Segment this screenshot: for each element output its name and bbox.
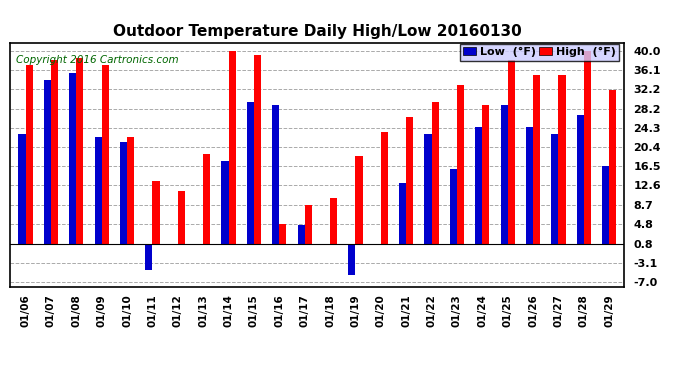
Bar bbox=[348, 243, 355, 274]
Legend: Low  (°F), High  (°F): Low (°F), High (°F) bbox=[460, 44, 619, 60]
Title: Outdoor Temperature Daily High/Low 20160130: Outdoor Temperature Daily High/Low 20160… bbox=[113, 24, 522, 39]
Bar bbox=[204, 154, 210, 243]
Bar bbox=[120, 142, 127, 243]
Bar bbox=[95, 136, 101, 243]
Bar bbox=[602, 166, 609, 243]
Bar bbox=[101, 65, 109, 243]
Bar bbox=[247, 102, 254, 243]
Bar bbox=[431, 102, 439, 243]
Bar bbox=[51, 60, 58, 243]
Bar bbox=[551, 134, 558, 243]
Text: Copyright 2016 Cartronics.com: Copyright 2016 Cartronics.com bbox=[17, 56, 179, 65]
Bar bbox=[69, 73, 77, 243]
Bar bbox=[399, 183, 406, 243]
Bar bbox=[228, 51, 236, 243]
Bar bbox=[558, 75, 566, 243]
Bar bbox=[584, 51, 591, 243]
Bar bbox=[501, 105, 508, 243]
Bar bbox=[77, 58, 83, 243]
Bar bbox=[19, 134, 26, 243]
Bar bbox=[475, 127, 482, 243]
Bar bbox=[44, 80, 51, 243]
Bar bbox=[381, 132, 388, 243]
Bar bbox=[221, 161, 228, 243]
Bar bbox=[450, 169, 457, 243]
Bar bbox=[26, 65, 32, 243]
Bar bbox=[297, 225, 305, 243]
Bar bbox=[508, 60, 515, 243]
Bar bbox=[178, 191, 185, 243]
Bar bbox=[482, 105, 489, 243]
Bar bbox=[526, 127, 533, 243]
Bar bbox=[609, 90, 616, 243]
Bar bbox=[254, 56, 261, 243]
Bar bbox=[273, 105, 279, 243]
Bar bbox=[152, 181, 159, 243]
Bar bbox=[355, 156, 362, 243]
Bar bbox=[305, 205, 312, 243]
Bar bbox=[457, 85, 464, 243]
Bar bbox=[577, 114, 584, 243]
Bar bbox=[533, 75, 540, 243]
Bar bbox=[127, 136, 134, 243]
Bar bbox=[279, 224, 286, 243]
Bar bbox=[330, 198, 337, 243]
Bar bbox=[406, 117, 413, 243]
Bar bbox=[146, 243, 152, 270]
Bar bbox=[424, 134, 431, 243]
